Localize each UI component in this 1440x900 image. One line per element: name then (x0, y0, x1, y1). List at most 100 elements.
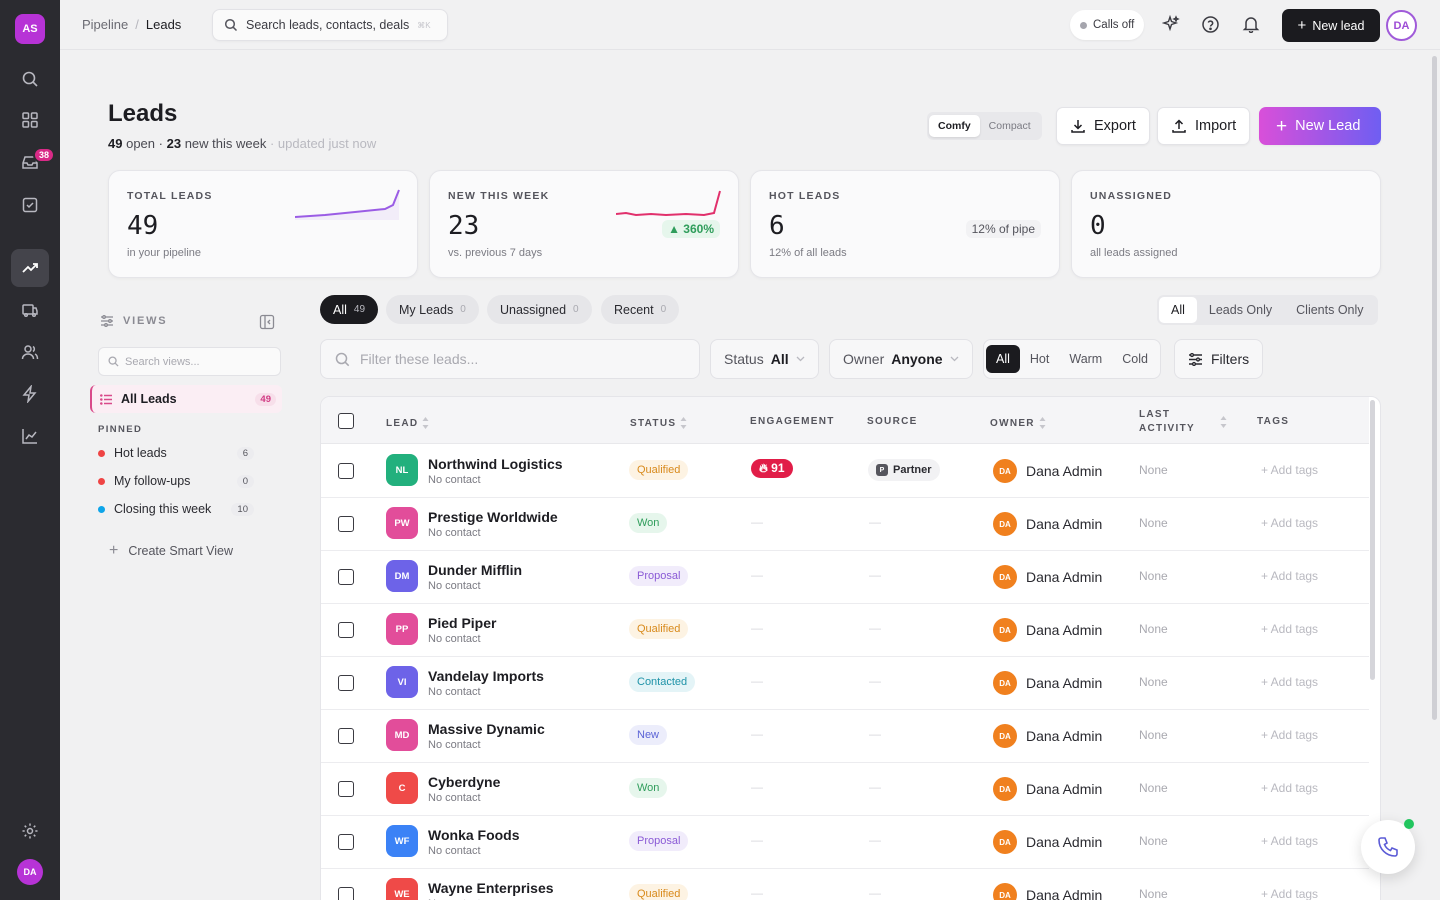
owner-cell[interactable]: DA Dana Admin (993, 724, 1102, 748)
row-checkbox[interactable] (338, 887, 354, 900)
pinned-view-hot-leads[interactable]: Hot leads 6 (98, 446, 254, 460)
tasks-icon[interactable] (11, 186, 49, 224)
owner-cell[interactable]: DA Dana Admin (993, 512, 1102, 536)
reports-icon[interactable] (11, 417, 49, 455)
status-badge[interactable]: Qualified (629, 460, 689, 480)
filters-button[interactable]: Filters (1174, 339, 1264, 379)
automations-icon[interactable] (11, 375, 49, 413)
temperature-cold[interactable]: Cold (1122, 352, 1148, 366)
pinned-view-my-follow-ups[interactable]: My follow-ups 0 (98, 474, 254, 488)
column-last-activity[interactable]: LAST ACTIVITY (1139, 408, 1227, 436)
quick-tab-unassigned[interactable]: Unassigned 0 (487, 295, 592, 324)
lead-name[interactable]: Pied Piper (428, 615, 497, 631)
calls-toggle[interactable]: Calls off (1070, 10, 1145, 40)
row-checkbox[interactable] (338, 834, 354, 850)
inbox-icon[interactable]: 38 (11, 143, 55, 181)
table-row[interactable]: PP Pied Piper No contact Qualified — — DA Dana … (321, 604, 1369, 657)
column-status[interactable]: STATUS (630, 416, 687, 430)
column-owner[interactable]: OWNER (990, 416, 1046, 430)
lead-name[interactable]: Wayne Enterprises (428, 880, 554, 896)
table-row[interactable]: DM Dunder Mifflin No contact Proposal — — DA Da… (321, 551, 1369, 604)
add-tags-button[interactable]: + Add tags (1261, 834, 1319, 848)
table-row[interactable]: C Cyberdyne No contact Won — — DA Dana Admin Non… (321, 763, 1369, 816)
lead-name[interactable]: Northwind Logistics (428, 456, 563, 472)
density-comfy[interactable]: Comfy (929, 115, 980, 137)
owner-cell[interactable]: DA Dana Admin (993, 618, 1102, 642)
dashboard-icon[interactable] (11, 101, 49, 139)
new-lead-button[interactable]: + New Lead (1259, 107, 1381, 145)
row-checkbox[interactable] (338, 463, 354, 479)
quick-tab-my-leads[interactable]: My Leads 0 (386, 295, 479, 324)
add-tags-button[interactable]: + Add tags (1261, 463, 1319, 477)
temperature-hot[interactable]: Hot (1029, 352, 1050, 366)
import-button[interactable]: Import (1157, 107, 1251, 145)
create-smart-view-button[interactable]: + Create Smart View (109, 543, 233, 559)
help-icon[interactable] (1199, 13, 1221, 35)
owner-cell[interactable]: DA Dana Admin (993, 671, 1102, 695)
views-search-input[interactable]: Search views... (98, 347, 281, 376)
status-badge[interactable]: Won (629, 513, 668, 533)
deals-icon[interactable] (11, 291, 49, 329)
filter-leads-input[interactable]: Filter these leads... (320, 339, 700, 379)
owner-filter-select[interactable]: Owner Anyone (829, 339, 973, 379)
row-checkbox[interactable] (338, 622, 354, 638)
add-tags-button[interactable]: + Add tags (1261, 781, 1319, 795)
lead-name[interactable]: Wonka Foods (428, 827, 520, 843)
status-badge[interactable]: Proposal (629, 566, 689, 586)
temperature-all[interactable]: All (986, 345, 1020, 373)
breadcrumb-pipeline[interactable]: Pipeline (82, 17, 129, 32)
row-checkbox[interactable] (338, 781, 354, 797)
add-tags-button[interactable]: + Add tags (1261, 675, 1319, 689)
status-badge[interactable]: Qualified (629, 884, 689, 900)
status-badge[interactable]: Proposal (629, 831, 689, 851)
table-row[interactable]: MD Massive Dynamic No contact New — — DA Dana A… (321, 710, 1369, 763)
table-row[interactable]: VI Vandelay Imports No contact Contacted — — D… (321, 657, 1369, 710)
workspace-logo[interactable]: AS (15, 14, 45, 44)
table-row[interactable]: WE Wayne Enterprises No contact Qualified — —… (321, 869, 1369, 900)
contacts-icon[interactable] (11, 333, 49, 371)
owner-cell[interactable]: DA Dana Admin (993, 830, 1102, 854)
row-checkbox[interactable] (338, 569, 354, 585)
table-scrollbar[interactable] (1370, 400, 1375, 680)
density-compact[interactable]: Compact (988, 120, 1031, 132)
view-all-leads[interactable]: All Leads 49 (90, 385, 282, 413)
export-button[interactable]: Export (1056, 107, 1150, 145)
scope-leads-only[interactable]: Leads Only (1208, 303, 1273, 317)
scope-all[interactable]: All (1159, 297, 1197, 323)
settings-icon[interactable] (11, 812, 49, 850)
row-checkbox[interactable] (338, 675, 354, 691)
status-badge[interactable]: New (629, 725, 668, 745)
add-tags-button[interactable]: + Add tags (1261, 569, 1319, 583)
add-tags-button[interactable]: + Add tags (1261, 622, 1319, 636)
quick-tab-all[interactable]: All 49 (320, 295, 379, 324)
pipeline-icon[interactable] (11, 249, 49, 287)
owner-cell[interactable]: DA Dana Admin (993, 883, 1102, 900)
quick-tab-recent[interactable]: Recent 0 (601, 295, 680, 324)
collapse-panel-icon[interactable] (259, 314, 275, 333)
status-badge[interactable]: Won (629, 778, 668, 798)
row-checkbox[interactable] (338, 728, 354, 744)
sparkle-icon[interactable] (1160, 13, 1182, 35)
page-scrollbar[interactable] (1432, 56, 1437, 720)
temperature-warm[interactable]: Warm (1069, 352, 1103, 366)
account-avatar[interactable]: DA (1386, 10, 1417, 41)
lead-name[interactable]: Prestige Worldwide (428, 509, 558, 525)
user-avatar[interactable]: DA (17, 859, 43, 885)
pinned-view-closing-this-week[interactable]: Closing this week 10 (98, 502, 254, 516)
add-tags-button[interactable]: + Add tags (1261, 516, 1319, 530)
table-row[interactable]: PW Prestige Worldwide No contact Won — — DA Dan… (321, 498, 1369, 551)
owner-cell[interactable]: DA Dana Admin (993, 459, 1102, 483)
owner-cell[interactable]: DA Dana Admin (993, 565, 1102, 589)
status-badge[interactable]: Qualified (629, 619, 689, 639)
add-tags-button[interactable]: + Add tags (1261, 887, 1319, 900)
table-row[interactable]: NL Northwind Logistics No contact Qualified… (321, 445, 1369, 498)
table-row[interactable]: WF Wonka Foods No contact Proposal — — DA Dana … (321, 816, 1369, 869)
column-lead[interactable]: LEAD (386, 416, 429, 430)
lead-name[interactable]: Vandelay Imports (428, 668, 544, 684)
lead-name[interactable]: Massive Dynamic (428, 721, 545, 737)
select-all-checkbox[interactable] (338, 413, 354, 429)
phone-dialer-button[interactable] (1361, 819, 1415, 874)
add-tags-button[interactable]: + Add tags (1261, 728, 1319, 742)
status-badge[interactable]: Contacted (629, 672, 696, 692)
new-lead-top-button[interactable]: + New lead (1282, 9, 1380, 42)
